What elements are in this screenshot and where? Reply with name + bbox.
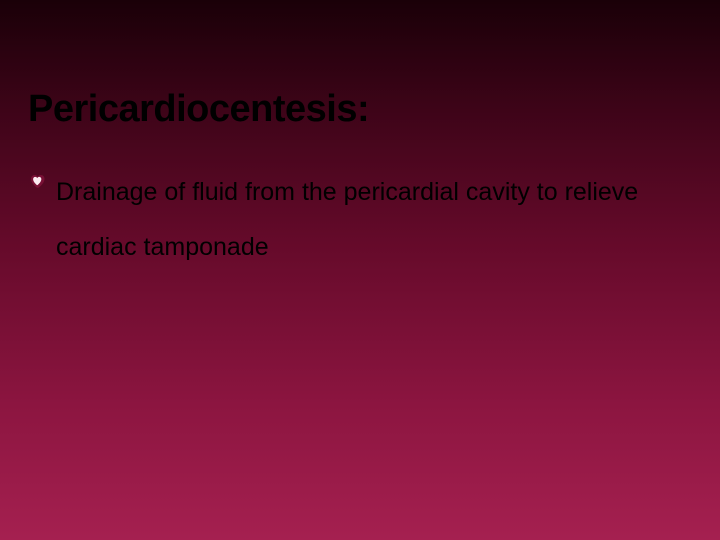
heart-icon: [28, 172, 46, 190]
bullet-item: Drainage of fluid from the pericardial c…: [28, 165, 692, 275]
slide: Pericardiocentesis: Drainage of fluid fr…: [0, 0, 720, 540]
slide-title: Pericardiocentesis:: [28, 88, 692, 131]
bullet-text: Drainage of fluid from the pericardial c…: [56, 165, 692, 275]
